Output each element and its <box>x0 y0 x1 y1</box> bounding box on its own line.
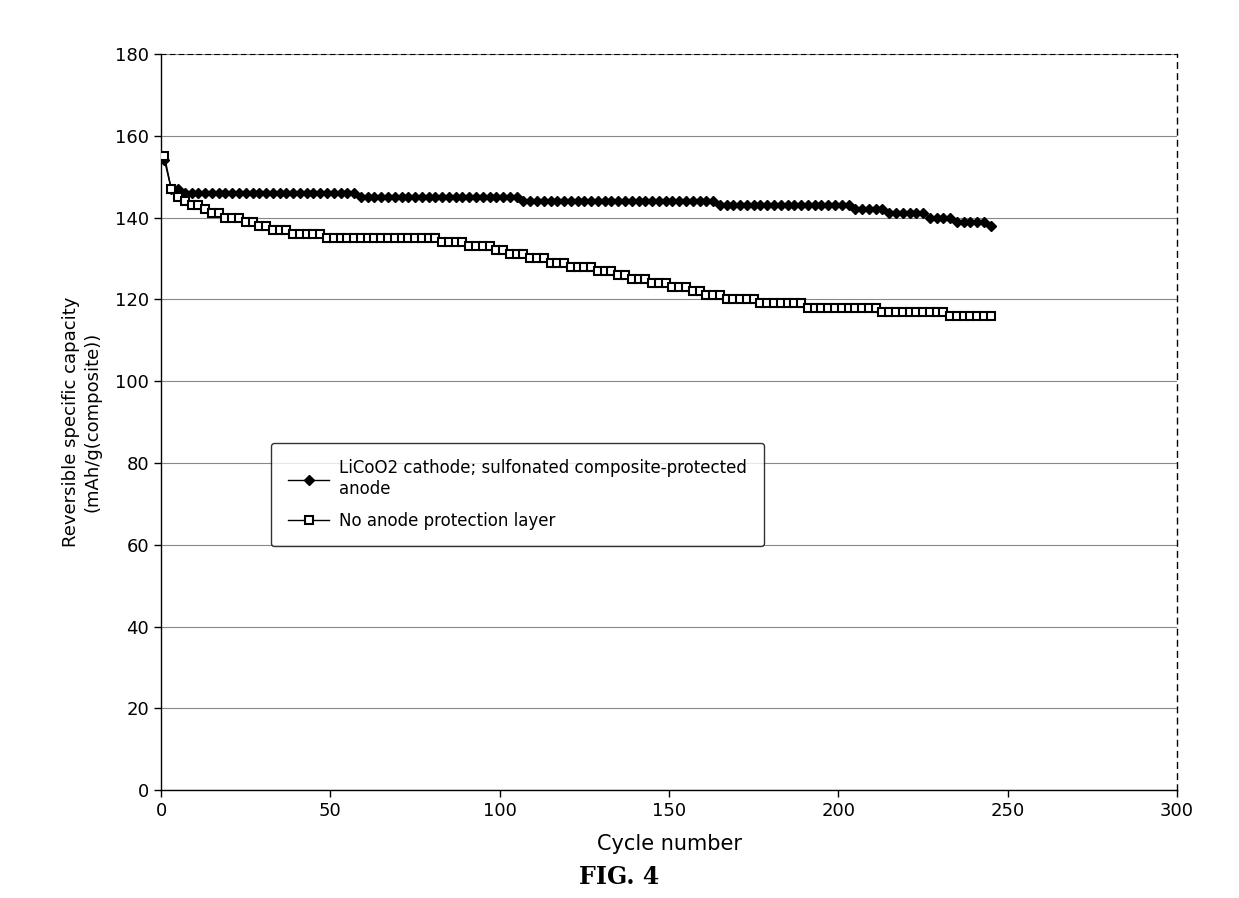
No anode protection layer <box>394 233 409 243</box>
Y-axis label: Reversible specific capacity
(mAh/g(composite)): Reversible specific capacity (mAh/g(comp… <box>62 297 102 547</box>
LiCoO2 cathode; sulfonated composite-protected
anode <box>394 191 409 202</box>
No anode protection layer <box>238 216 253 227</box>
No anode protection layer <box>984 311 999 321</box>
No anode protection layer <box>943 311 958 321</box>
LiCoO2 cathode; sulfonated composite-protected
anode <box>252 188 266 198</box>
No anode protection layer <box>157 151 172 162</box>
LiCoO2 cathode; sulfonated composite-protected
anode <box>157 154 172 165</box>
No anode protection layer <box>515 249 530 260</box>
LiCoO2 cathode; sulfonated composite-protected
anode <box>238 188 253 198</box>
LiCoO2 cathode; sulfonated composite-protected
anode <box>828 200 843 211</box>
LiCoO2 cathode; sulfonated composite-protected
anode <box>204 188 219 198</box>
Text: FIG. 4: FIG. 4 <box>580 865 659 889</box>
Legend: LiCoO2 cathode; sulfonated composite-protected
anode, No anode protection layer: LiCoO2 cathode; sulfonated composite-pro… <box>271 443 764 546</box>
No anode protection layer <box>204 208 219 219</box>
Line: No anode protection layer: No anode protection layer <box>160 152 995 320</box>
No anode protection layer <box>828 302 843 313</box>
LiCoO2 cathode; sulfonated composite-protected
anode <box>984 220 999 231</box>
X-axis label: Cycle number: Cycle number <box>596 834 742 854</box>
No anode protection layer <box>252 220 266 231</box>
LiCoO2 cathode; sulfonated composite-protected
anode <box>515 196 530 207</box>
Line: LiCoO2 cathode; sulfonated composite-protected
anode: LiCoO2 cathode; sulfonated composite-pro… <box>161 157 994 229</box>
